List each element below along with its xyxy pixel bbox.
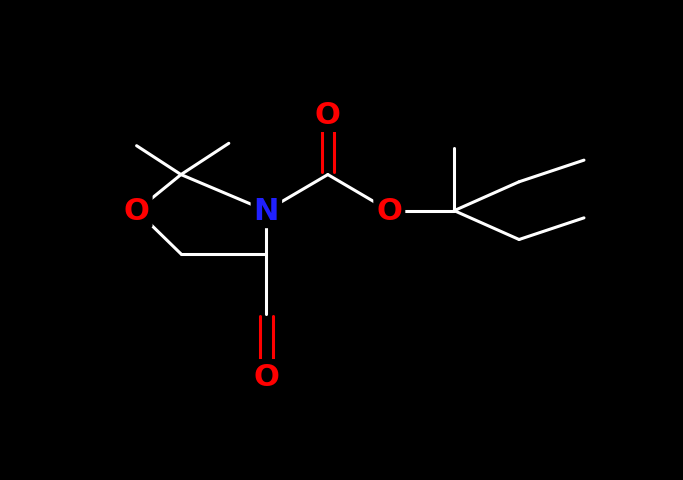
- Text: O: O: [253, 362, 279, 391]
- Text: O: O: [315, 101, 341, 130]
- Text: N: N: [253, 197, 279, 226]
- Text: O: O: [376, 197, 402, 226]
- Text: O: O: [315, 101, 341, 130]
- Text: N: N: [253, 197, 279, 226]
- Text: O: O: [253, 362, 279, 391]
- Text: O: O: [124, 197, 150, 226]
- Text: O: O: [376, 197, 402, 226]
- Text: O: O: [124, 197, 150, 226]
